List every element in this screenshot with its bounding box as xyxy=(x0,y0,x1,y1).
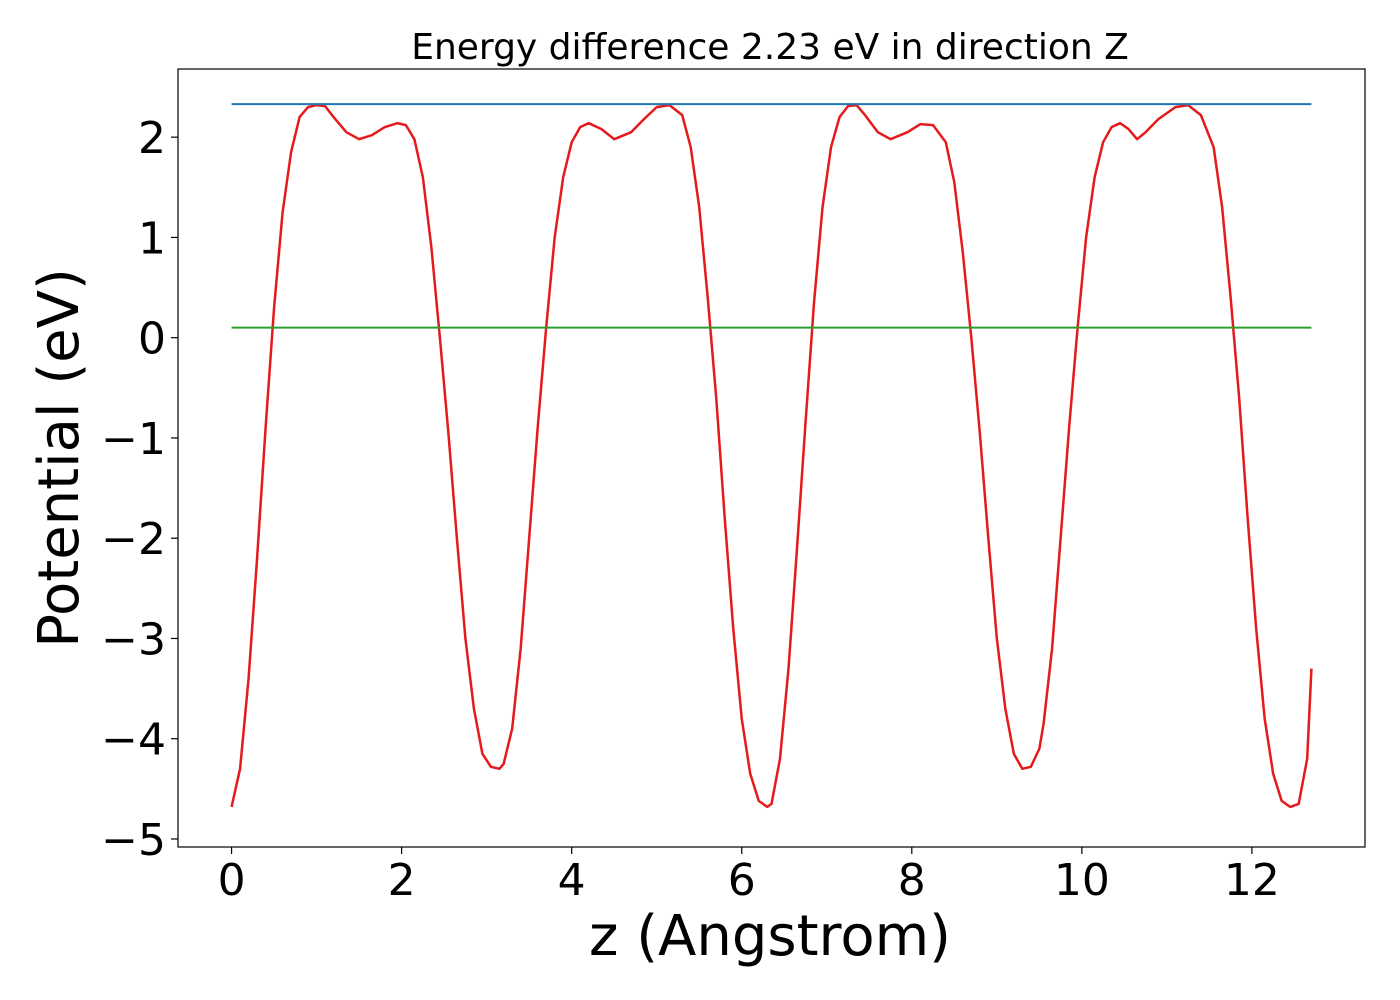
y-tick-label: 2 xyxy=(138,113,166,164)
y-tick-label: −1 xyxy=(101,414,166,465)
x-tick-label: 12 xyxy=(1224,855,1280,906)
x-tick-label: 2 xyxy=(388,855,416,906)
x-axis-label: z (Angstrom) xyxy=(589,904,951,969)
y-tick-label: 1 xyxy=(138,213,166,264)
x-tick-label: 4 xyxy=(558,855,586,906)
x-tick-label: 6 xyxy=(728,855,756,906)
plot-frame xyxy=(177,68,1366,848)
y-tick-label: −3 xyxy=(101,614,166,665)
x-tick-label: 10 xyxy=(1054,855,1110,906)
y-axis-ticks: −5 −4 −3 −2 −1 0 1 2 xyxy=(101,113,178,866)
x-axis-ticks: 0 2 4 6 8 10 12 xyxy=(218,847,1280,906)
y-tick-label: −5 xyxy=(101,815,166,866)
y-tick-label: −2 xyxy=(101,514,166,565)
x-tick-label: 8 xyxy=(898,855,926,906)
y-tick-label: −4 xyxy=(101,715,166,766)
x-tick-label: 0 xyxy=(218,855,246,906)
series-line-0 xyxy=(230,103,1313,809)
y-axis-label: Potential (eV) xyxy=(27,268,92,648)
y-tick-label: 0 xyxy=(138,314,166,365)
series-layer xyxy=(230,103,1313,809)
chart-title: Energy difference 2.23 eV in direction Z xyxy=(411,27,1129,68)
